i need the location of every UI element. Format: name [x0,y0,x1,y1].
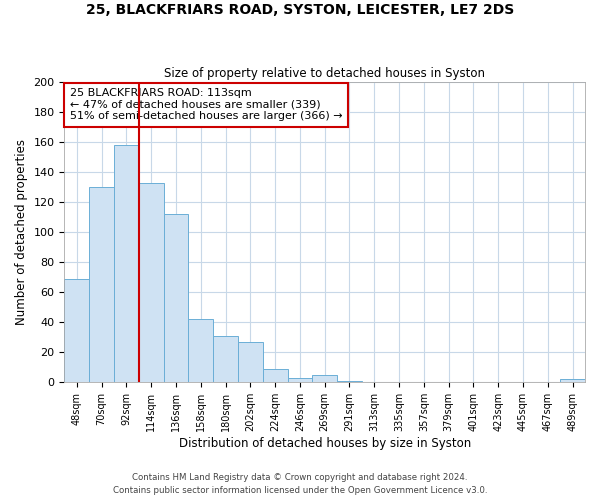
Text: 25, BLACKFRIARS ROAD, SYSTON, LEICESTER, LE7 2DS: 25, BLACKFRIARS ROAD, SYSTON, LEICESTER,… [86,2,514,16]
Bar [213,336,238,382]
Bar [64,278,89,382]
Bar [114,145,139,382]
X-axis label: Distribution of detached houses by size in Syston: Distribution of detached houses by size … [179,437,471,450]
Y-axis label: Number of detached properties: Number of detached properties [15,139,28,325]
Bar [287,378,313,382]
Bar [139,182,164,382]
Bar [560,380,585,382]
Bar [164,214,188,382]
Bar [238,342,263,382]
Title: Size of property relative to detached houses in Syston: Size of property relative to detached ho… [164,66,485,80]
Text: 25 BLACKFRIARS ROAD: 113sqm
← 47% of detached houses are smaller (339)
51% of se: 25 BLACKFRIARS ROAD: 113sqm ← 47% of det… [70,88,342,122]
Bar [188,320,213,382]
Bar [313,375,337,382]
Bar [89,187,114,382]
Text: Contains HM Land Registry data © Crown copyright and database right 2024.
Contai: Contains HM Land Registry data © Crown c… [113,474,487,495]
Bar [337,381,362,382]
Bar [263,369,287,382]
